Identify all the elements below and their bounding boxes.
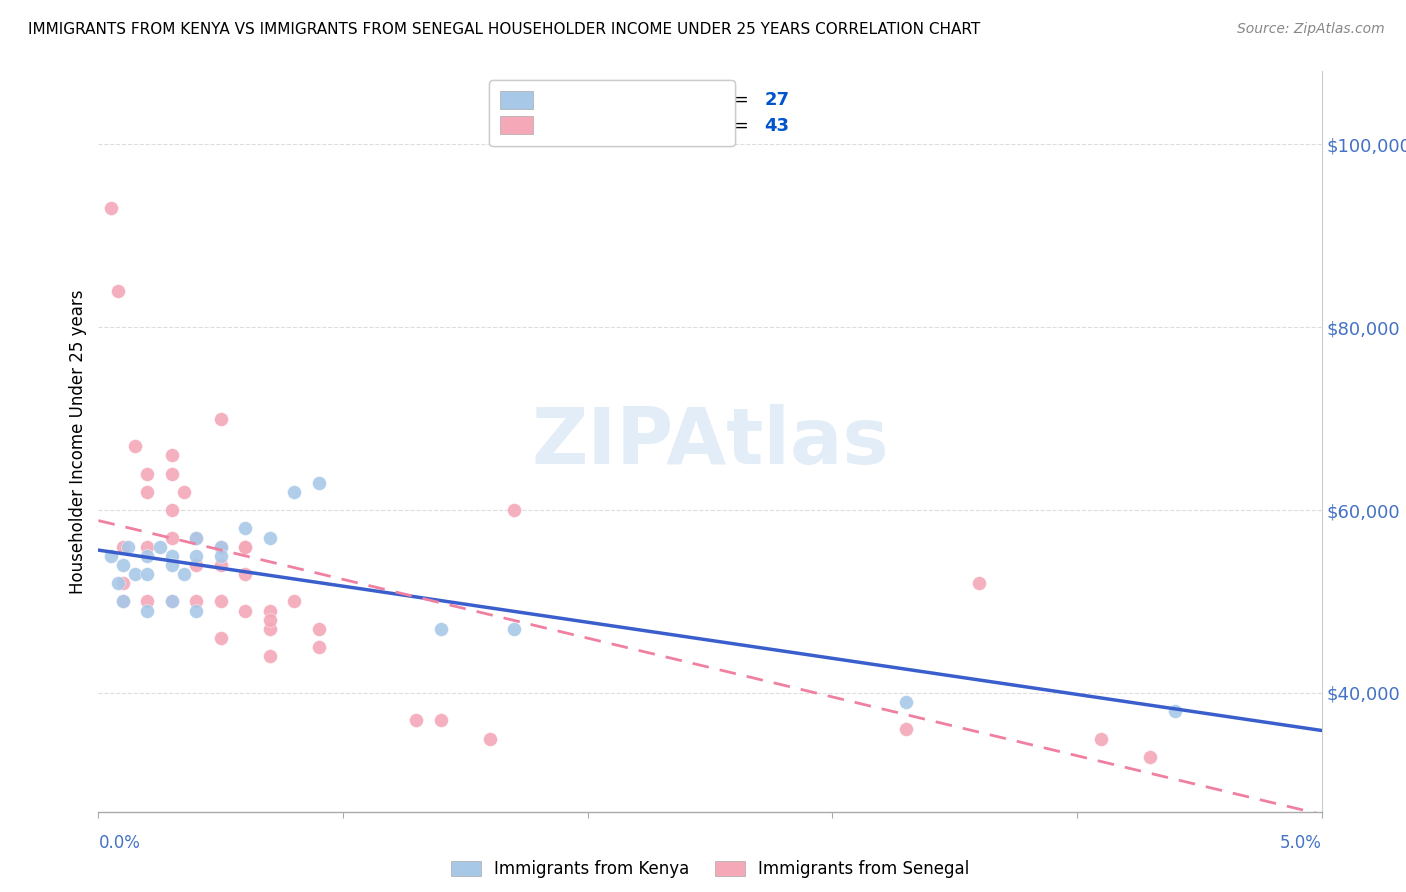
- Point: [259, 613, 281, 627]
- Point: [136, 549, 159, 563]
- Text: 0.0%: 0.0%: [98, 834, 141, 852]
- Point: [209, 558, 232, 572]
- Point: [136, 594, 159, 608]
- Text: 27: 27: [765, 91, 789, 109]
- Point: [173, 567, 195, 582]
- Text: IMMIGRANTS FROM KENYA VS IMMIGRANTS FROM SENEGAL HOUSEHOLDER INCOME UNDER 25 YEA: IMMIGRANTS FROM KENYA VS IMMIGRANTS FROM…: [28, 22, 980, 37]
- Point: [160, 503, 183, 517]
- Point: [160, 594, 183, 608]
- Point: [107, 284, 129, 298]
- Point: [136, 484, 159, 499]
- Point: [117, 540, 139, 554]
- Point: [259, 649, 281, 664]
- Point: [233, 567, 256, 582]
- Point: [209, 549, 232, 563]
- Point: [160, 467, 183, 481]
- Point: [136, 467, 159, 481]
- Point: [308, 640, 330, 655]
- Point: [160, 558, 183, 572]
- Point: [136, 567, 159, 582]
- Point: [233, 521, 256, 535]
- Point: [209, 594, 232, 608]
- Point: [308, 475, 330, 490]
- Text: R =: R =: [569, 91, 607, 109]
- Point: [259, 604, 281, 618]
- Point: [503, 503, 526, 517]
- Point: [186, 604, 208, 618]
- Point: [209, 631, 232, 645]
- Point: [160, 594, 183, 608]
- Point: [160, 549, 183, 563]
- Text: Source: ZipAtlas.com: Source: ZipAtlas.com: [1237, 22, 1385, 37]
- Point: [111, 594, 134, 608]
- Point: [894, 695, 917, 709]
- Point: [1164, 704, 1187, 718]
- Point: [149, 540, 172, 554]
- Y-axis label: Householder Income Under 25 years: Householder Income Under 25 years: [69, 289, 87, 594]
- Point: [186, 531, 208, 545]
- Point: [186, 531, 208, 545]
- Point: [233, 604, 256, 618]
- Text: N =: N =: [703, 118, 755, 136]
- Point: [259, 531, 281, 545]
- Point: [209, 411, 232, 425]
- Point: [405, 714, 427, 728]
- Point: [160, 531, 183, 545]
- Point: [111, 540, 134, 554]
- Point: [259, 622, 281, 636]
- Point: [894, 723, 917, 737]
- Point: [209, 540, 232, 554]
- Point: [124, 439, 146, 453]
- Text: -0.474: -0.474: [630, 91, 695, 109]
- Text: -0.125: -0.125: [630, 118, 695, 136]
- Text: N =: N =: [703, 91, 755, 109]
- Point: [430, 714, 453, 728]
- Point: [186, 558, 208, 572]
- Point: [136, 604, 159, 618]
- Text: ZIPAtlas: ZIPAtlas: [531, 403, 889, 480]
- Point: [186, 594, 208, 608]
- Point: [111, 576, 134, 591]
- Legend: R = -0.474   N = 27, R = -0.125   N = 43: R = -0.474 N = 27, R = -0.125 N = 43: [489, 80, 735, 146]
- Text: R =: R =: [569, 118, 607, 136]
- Point: [136, 540, 159, 554]
- Point: [111, 558, 134, 572]
- Point: [478, 731, 501, 746]
- Point: [100, 202, 122, 216]
- Point: [186, 549, 208, 563]
- Point: [209, 540, 232, 554]
- Text: 43: 43: [765, 118, 789, 136]
- Point: [503, 622, 526, 636]
- Text: 5.0%: 5.0%: [1279, 834, 1322, 852]
- Point: [283, 484, 305, 499]
- Point: [967, 576, 990, 591]
- Point: [430, 622, 453, 636]
- Point: [111, 594, 134, 608]
- Point: [173, 484, 195, 499]
- Point: [1139, 750, 1161, 764]
- Point: [283, 594, 305, 608]
- Point: [124, 567, 146, 582]
- Point: [100, 549, 122, 563]
- Point: [160, 448, 183, 462]
- Point: [233, 540, 256, 554]
- Point: [308, 622, 330, 636]
- Point: [1090, 731, 1112, 746]
- Point: [233, 540, 256, 554]
- Point: [107, 576, 129, 591]
